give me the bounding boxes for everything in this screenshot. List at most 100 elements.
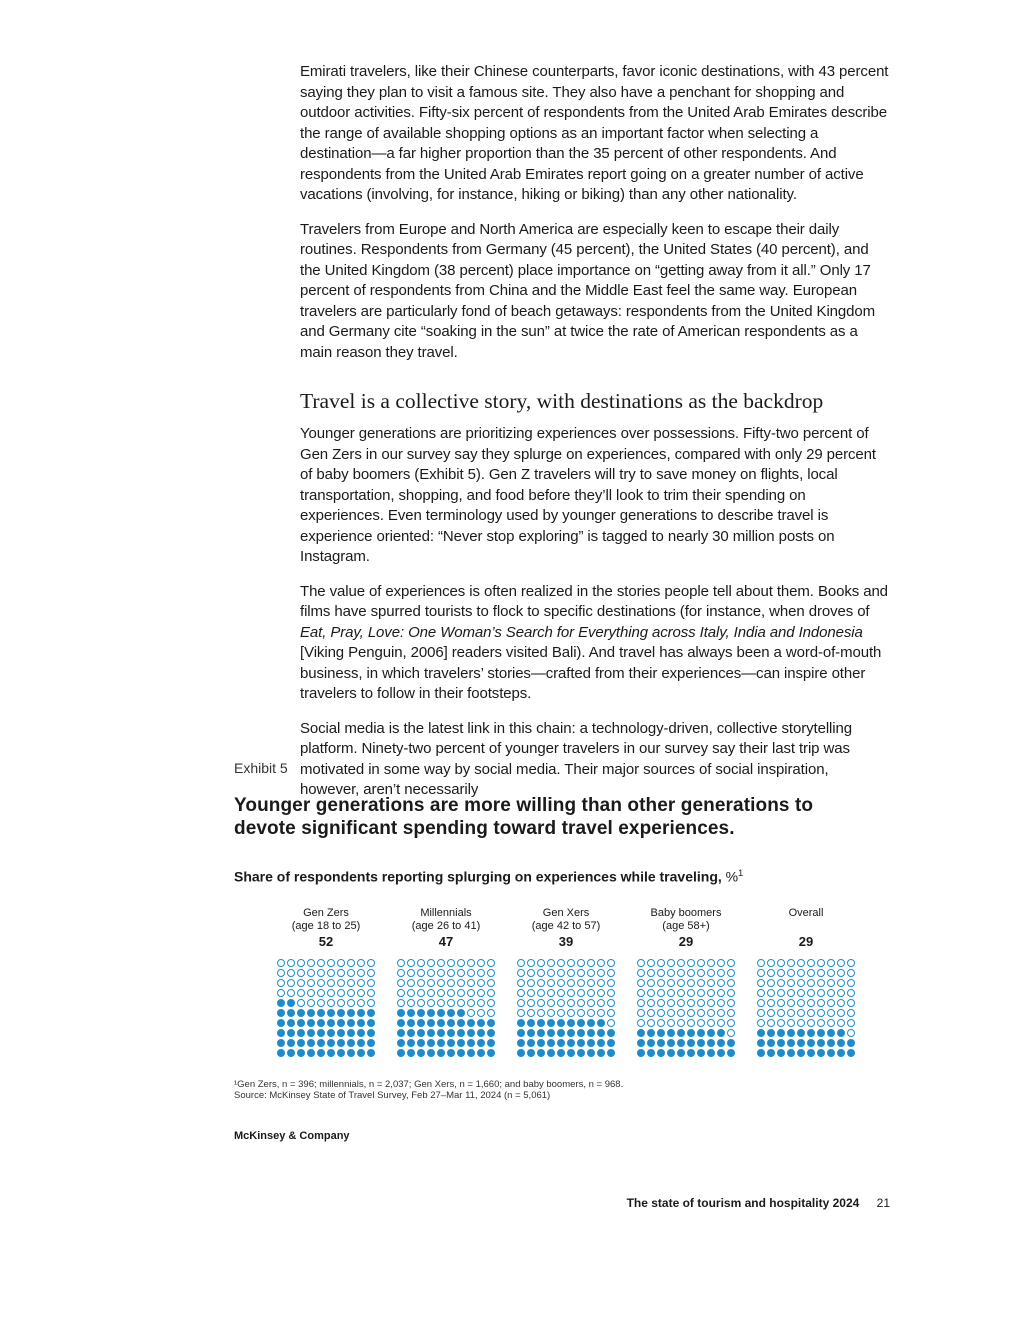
group-age: (age 42 to 57) xyxy=(516,920,616,933)
dot-empty xyxy=(567,959,575,967)
chart-group: Baby boomers(age 58+)29 xyxy=(636,907,736,1057)
dot-empty xyxy=(477,999,485,1007)
dot-filled xyxy=(717,1039,725,1047)
body-column: Emirati travelers, like their Chinese co… xyxy=(300,62,890,815)
dot-filled xyxy=(787,1049,795,1057)
dot-empty xyxy=(677,989,685,997)
dot-empty xyxy=(637,969,645,977)
dot-filled xyxy=(317,1019,325,1027)
dot-empty xyxy=(637,979,645,987)
dot-empty xyxy=(817,999,825,1007)
dot-empty xyxy=(467,989,475,997)
dot-empty xyxy=(577,1009,585,1017)
dot-filled xyxy=(777,1029,785,1037)
dot-empty xyxy=(537,959,545,967)
footnotes: ¹Gen Zers, n = 396; millennials, n = 2,0… xyxy=(234,1079,894,1102)
dot-filled xyxy=(797,1029,805,1037)
dot-empty xyxy=(307,969,315,977)
dot-empty xyxy=(597,989,605,997)
dot-filled xyxy=(277,1019,285,1027)
dot-filled xyxy=(277,1039,285,1047)
dot-empty xyxy=(527,1009,535,1017)
dot-filled xyxy=(847,1039,855,1047)
dot-filled xyxy=(827,1049,835,1057)
dot-empty xyxy=(517,989,525,997)
dot-empty xyxy=(287,959,295,967)
footnote: Source: McKinsey State of Travel Survey,… xyxy=(234,1090,894,1102)
dot-filled xyxy=(487,1039,495,1047)
dot-empty xyxy=(727,1019,735,1027)
dot-filled xyxy=(537,1029,545,1037)
dot-filled xyxy=(347,1049,355,1057)
dot-filled xyxy=(307,1039,315,1047)
chart-group: Overall 29 xyxy=(756,907,856,1057)
dot-filled xyxy=(467,1019,475,1027)
dot-empty xyxy=(517,979,525,987)
dot-filled xyxy=(487,1019,495,1027)
dot-filled xyxy=(727,1049,735,1057)
dot-empty xyxy=(797,959,805,967)
dot-empty xyxy=(757,959,765,967)
dot-empty xyxy=(817,969,825,977)
dot-filled xyxy=(417,1009,425,1017)
dot-empty xyxy=(837,989,845,997)
dot-empty xyxy=(327,989,335,997)
dot-empty xyxy=(807,999,815,1007)
dot-empty xyxy=(757,989,765,997)
dot-empty xyxy=(587,979,595,987)
dot-empty xyxy=(607,969,615,977)
dot-filled xyxy=(447,1039,455,1047)
dot-filled xyxy=(587,1039,595,1047)
dot-filled xyxy=(397,1009,405,1017)
dot-empty xyxy=(777,989,785,997)
dot-empty xyxy=(557,979,565,987)
dot-empty xyxy=(467,969,475,977)
dot-empty xyxy=(767,979,775,987)
dot-filled xyxy=(457,1039,465,1047)
dot-filled xyxy=(447,1049,455,1057)
dot-empty xyxy=(357,999,365,1007)
dot-empty xyxy=(487,979,495,987)
dot-empty xyxy=(357,979,365,987)
dot-filled xyxy=(607,1049,615,1057)
dot-filled xyxy=(527,1039,535,1047)
dot-empty xyxy=(777,969,785,977)
group-age xyxy=(756,920,856,933)
dot-empty xyxy=(727,989,735,997)
dot-filled xyxy=(707,1049,715,1057)
dot-empty xyxy=(407,999,415,1007)
dot-empty xyxy=(687,969,695,977)
dot-filled xyxy=(417,1049,425,1057)
dot-empty xyxy=(527,999,535,1007)
dot-empty xyxy=(477,969,485,977)
dot-empty xyxy=(577,959,585,967)
dot-filled xyxy=(337,1029,345,1037)
dot-empty xyxy=(427,989,435,997)
dot-filled xyxy=(327,1009,335,1017)
dot-empty xyxy=(827,989,835,997)
dot-filled xyxy=(637,1029,645,1037)
dot-empty xyxy=(687,1009,695,1017)
dot-empty xyxy=(587,999,595,1007)
dot-empty xyxy=(397,959,405,967)
dot-empty xyxy=(567,979,575,987)
dot-filled xyxy=(767,1029,775,1037)
dot-empty xyxy=(687,1019,695,1027)
dot-filled xyxy=(567,1029,575,1037)
dot-empty xyxy=(587,969,595,977)
dot-empty xyxy=(707,969,715,977)
dot-filled xyxy=(407,1019,415,1027)
dot-empty xyxy=(847,1019,855,1027)
dot-empty xyxy=(717,969,725,977)
dot-empty xyxy=(407,979,415,987)
dot-filled xyxy=(347,1019,355,1027)
dot-empty xyxy=(687,989,695,997)
dot-empty xyxy=(847,1009,855,1017)
dot-empty xyxy=(837,1019,845,1027)
dot-filled xyxy=(847,1049,855,1057)
dot-filled xyxy=(517,1029,525,1037)
exhibit-5: Exhibit 5 Younger generations are more w… xyxy=(234,760,894,1142)
dot-filled xyxy=(607,1039,615,1047)
dot-empty xyxy=(707,989,715,997)
dot-empty xyxy=(307,979,315,987)
